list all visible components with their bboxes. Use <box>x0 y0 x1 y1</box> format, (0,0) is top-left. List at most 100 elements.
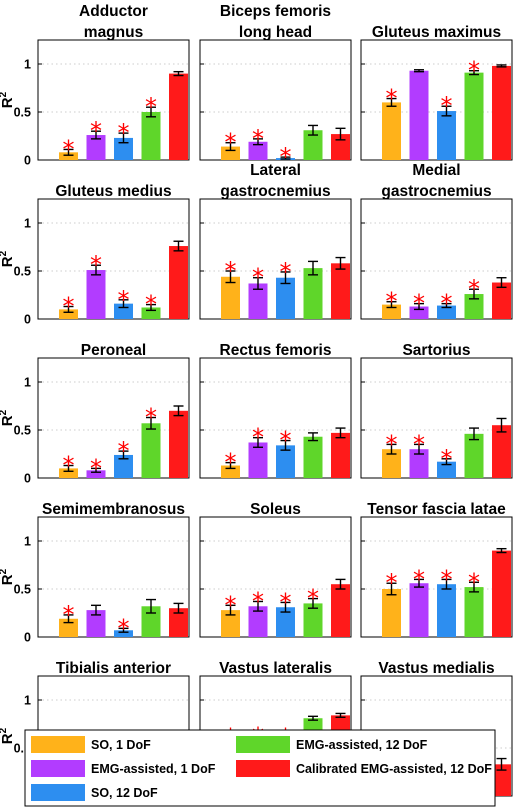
significance-star: * <box>468 275 480 303</box>
panel-title: Tibialis anterior <box>56 660 171 677</box>
significance-star: * <box>145 404 157 432</box>
bar <box>382 449 401 478</box>
y-tick-label: 1 <box>24 376 31 390</box>
y-tick-label: 1 <box>24 535 31 549</box>
panel-title: Tensor fascia latae <box>367 501 506 518</box>
y-axis-label-superscript: 2 <box>0 91 9 97</box>
significance-star: * <box>413 290 425 318</box>
legend-label: EMG-assisted, 12 DoF <box>296 738 428 752</box>
bar <box>86 135 106 160</box>
panel-title: magnus <box>84 24 143 41</box>
significance-star: * <box>252 264 264 292</box>
bar <box>114 630 133 637</box>
y-tick-label: 0 <box>24 154 31 168</box>
bar <box>169 246 188 319</box>
significance-star: * <box>118 119 130 147</box>
bar <box>437 305 456 319</box>
legend-label: SO, 1 DoF <box>91 738 151 752</box>
y-tick-label: 1 <box>24 217 31 231</box>
significance-star: * <box>252 125 264 153</box>
y-tick-label: 0 <box>24 631 31 645</box>
significance-star: * <box>63 135 75 163</box>
significance-star: * <box>145 291 157 319</box>
significance-star: * <box>225 129 237 157</box>
y-tick-label: 0.5 <box>14 265 31 279</box>
bar <box>492 65 511 160</box>
significance-star: * <box>145 93 157 121</box>
bar <box>141 423 161 478</box>
y-tick-label: 1 <box>24 694 31 708</box>
bar <box>382 304 401 319</box>
bar <box>464 72 484 160</box>
significance-star: * <box>280 427 292 455</box>
legend-label: SO, 12 DoF <box>91 786 158 800</box>
panel-title: gastrocnemius <box>381 183 491 200</box>
bar <box>492 550 511 637</box>
bar <box>141 307 161 319</box>
y-tick-label: 1 <box>24 58 31 72</box>
significance-star: * <box>252 587 264 615</box>
y-tick-label: 0.5 <box>14 424 31 438</box>
bar <box>437 584 456 637</box>
y-axis-label-superscript: 2 <box>0 250 9 256</box>
panel-12: Tensor fascia latae * * * * <box>360 501 513 638</box>
significance-star: * <box>280 588 292 616</box>
panel-9: Sartorius * * * <box>360 342 513 479</box>
bar <box>382 102 401 160</box>
bar <box>59 618 78 637</box>
bar <box>248 283 268 319</box>
panel-title: Sartorius <box>402 342 470 359</box>
significance-star: * <box>441 445 453 473</box>
significance-star: * <box>90 454 102 482</box>
bar <box>59 152 78 160</box>
bar <box>331 263 350 319</box>
legend: SO, 1 DoF EMG-assisted, 1 DoF SO, 12 DoF EM… <box>24 729 496 807</box>
significance-star: * <box>63 601 75 629</box>
bar <box>248 606 268 637</box>
bar <box>464 587 484 637</box>
panel-title: Vastus medialis <box>378 660 494 677</box>
significance-star: * <box>413 565 425 593</box>
bar <box>276 445 295 478</box>
y-axis-label-base: R <box>0 415 16 426</box>
bar <box>169 608 188 637</box>
bar <box>303 436 323 478</box>
significance-star: * <box>280 258 292 286</box>
significance-star: * <box>386 569 398 597</box>
legend-swatch <box>31 784 85 801</box>
panel-10: Semimembranosus 0 0.5 1 R2 * * <box>0 501 190 645</box>
bar <box>464 433 484 478</box>
axes-box <box>360 198 513 320</box>
bar <box>276 277 295 319</box>
legend-swatch <box>31 760 85 777</box>
panel-title: Vastus lateralis <box>219 660 332 677</box>
significance-star: * <box>63 293 75 321</box>
bar <box>248 442 268 478</box>
panel-3: Gluteus maximus * * * <box>360 24 513 161</box>
bar <box>331 584 350 637</box>
y-axis-label: R2 <box>0 409 16 426</box>
panel-7: Peroneal 0 0.5 1 R2 * * * * <box>0 342 190 486</box>
panel-title: gastrocnemius <box>220 183 330 200</box>
panel-title: Medial <box>412 162 460 179</box>
bar <box>221 610 240 637</box>
bar <box>409 449 429 478</box>
panel-title: Biceps femoris <box>220 3 331 20</box>
significance-star: * <box>441 92 453 120</box>
bar <box>169 410 188 478</box>
axes-box <box>37 198 190 320</box>
y-axis-label: R2 <box>0 91 16 108</box>
panel-title: Lateral <box>250 162 301 179</box>
bar <box>437 461 456 478</box>
bar <box>303 268 323 319</box>
bar <box>464 294 484 319</box>
y-axis-label-superscript: 2 <box>0 727 9 733</box>
legend-swatch <box>236 760 290 777</box>
bar <box>303 130 323 160</box>
y-tick-label: 0 <box>24 472 31 486</box>
significance-star: * <box>90 251 102 279</box>
y-axis-label-base: R <box>0 256 16 267</box>
panel-title: Adductor <box>79 3 148 20</box>
significance-star: * <box>441 565 453 593</box>
bar <box>169 73 188 160</box>
